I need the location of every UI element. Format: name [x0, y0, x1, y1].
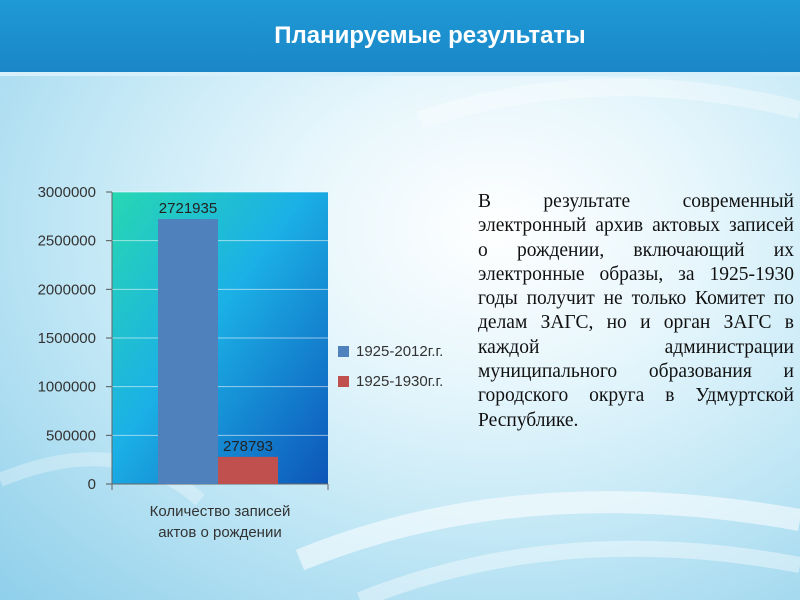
y-tick-label: 3000000 — [38, 184, 96, 201]
slide-title: Планируемые результаты — [274, 22, 586, 49]
legend-label-2: 1925-1930г.г. — [356, 373, 443, 390]
x-category-label: Количество записей — [150, 503, 291, 520]
x-category-label: актов о рождении — [158, 524, 281, 541]
y-tick-label: 500000 — [46, 427, 96, 444]
y-tick-label: 2000000 — [38, 281, 96, 298]
y-tick-label: 2500000 — [38, 233, 96, 250]
bar-chart: 0 500000 1000000 1500000 2000000 2500000 30000… — [38, 184, 444, 541]
legend-label-1: 1925-2012г.г. — [356, 343, 443, 360]
bar-2 — [218, 456, 278, 484]
y-tick-label: 1000000 — [38, 379, 96, 396]
body-paragraph: В результате современный электронный арх… — [478, 191, 794, 431]
title-bar — [0, 0, 800, 76]
bar-1 — [158, 219, 218, 484]
y-tick-label: 0 — [88, 476, 96, 493]
data-label-2: 278793 — [223, 438, 273, 455]
legend-swatch-2 — [338, 376, 349, 387]
legend-swatch-1 — [338, 346, 349, 357]
data-label-1: 2721935 — [159, 200, 217, 217]
y-tick-label: 1500000 — [38, 330, 96, 347]
